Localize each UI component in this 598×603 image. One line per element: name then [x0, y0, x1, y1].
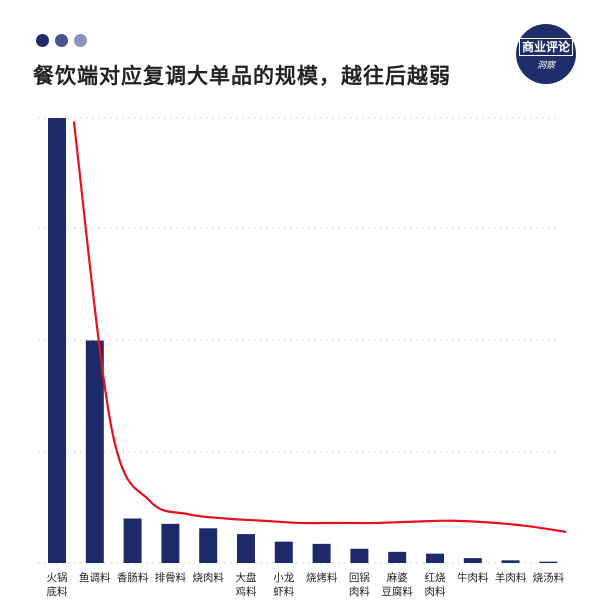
window-dots	[36, 34, 87, 47]
bar-14	[539, 561, 558, 563]
tick-label-4: 排骨料	[155, 571, 187, 584]
dot-3-icon	[74, 34, 87, 47]
brand-name: 商业评论	[518, 37, 573, 56]
bar-10	[388, 551, 407, 563]
trend-curve	[72, 121, 567, 533]
chart-title: 餐饮端对应复调大单品的规模，越往后越弱	[33, 64, 451, 88]
bar-12	[463, 558, 482, 563]
tick-label-13: 羊肉料	[495, 571, 527, 584]
dot-1-icon	[36, 34, 49, 47]
tick-label-14: 烧汤料	[533, 571, 565, 584]
tick-label-6: 大盘鸡料	[236, 571, 257, 598]
tick-label-5: 烧肉料	[192, 571, 224, 584]
tick-label-12: 牛肉料	[457, 571, 489, 584]
tick-label-7: 小龙虾料	[273, 571, 294, 598]
tick-label-10: 麻婆豆腐料	[381, 571, 413, 598]
dot-2-icon	[55, 34, 68, 47]
tick-label-11: 红烧肉料	[425, 571, 446, 598]
bar-2	[85, 340, 104, 563]
bar-8	[312, 543, 331, 563]
bar-11	[426, 553, 444, 563]
tick-label-3: 香肠料	[117, 571, 149, 584]
tick-label-9: 回锅肉料	[349, 572, 370, 598]
bar-6	[237, 534, 255, 563]
tick-label-8: 烧烤料	[306, 571, 338, 584]
bar-9	[350, 548, 369, 563]
brand-sub: 洞察	[536, 60, 555, 71]
bar-1	[48, 118, 66, 563]
bar-5	[199, 528, 218, 563]
tick-label-2: 鱼调料	[79, 571, 111, 584]
bar-13	[501, 560, 520, 563]
bar-3	[123, 518, 142, 563]
brand-logo: 商业评论 洞察	[516, 24, 576, 84]
bar-7	[274, 541, 293, 563]
bar-4	[161, 523, 180, 563]
tick-label-1: 火锅底料	[47, 572, 68, 598]
